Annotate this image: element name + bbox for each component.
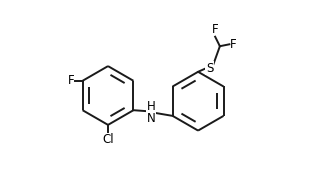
Text: S: S xyxy=(206,62,213,74)
Text: H
N: H N xyxy=(147,100,156,125)
Text: F: F xyxy=(230,38,237,51)
Text: F: F xyxy=(212,23,218,36)
Text: F: F xyxy=(67,74,74,87)
Text: Cl: Cl xyxy=(102,134,114,146)
